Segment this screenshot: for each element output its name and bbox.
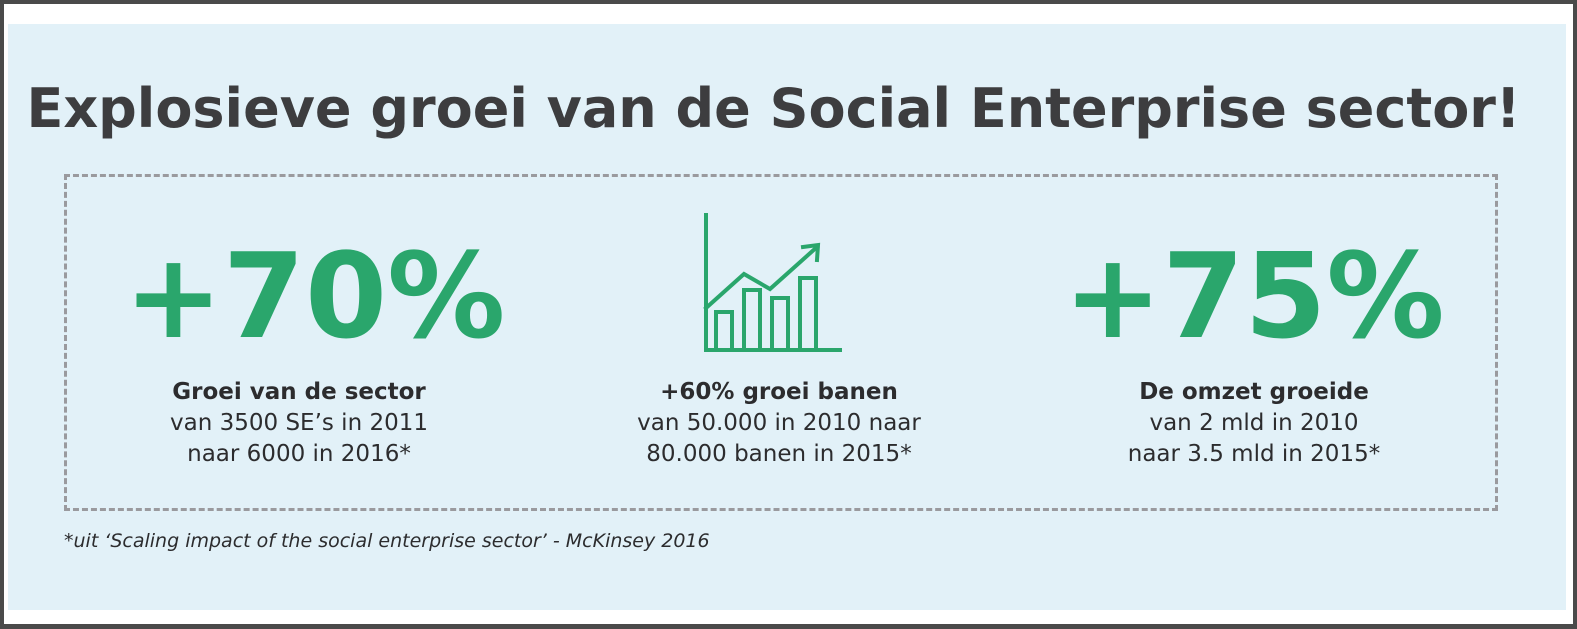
stat-heading: +60% groei banen — [660, 379, 898, 405]
stat-line: naar 3.5 mld in 2015* — [1127, 441, 1381, 467]
stat-line: naar 6000 in 2016* — [187, 441, 411, 467]
stat-description: Groei van de sector van 3500 SE’s in 201… — [124, 377, 474, 470]
stat-line: van 3500 SE’s in 2011 — [170, 410, 428, 436]
stats-box — [64, 174, 1498, 511]
growth-chart-icon — [703, 213, 842, 352]
stat-description: +60% groei banen van 50.000 in 2010 naar… — [584, 377, 974, 470]
stat-heading: Groei van de sector — [172, 379, 426, 405]
page-title: Explosieve groei van de Social Enterpris… — [26, 77, 1521, 140]
stat-description: De omzet groeide van 2 mld in 2010 naar … — [1054, 377, 1454, 470]
source-footnote: *uit ‘Scaling impact of the social enter… — [64, 530, 710, 552]
stat-heading: De omzet groeide — [1139, 379, 1369, 405]
stat-big-value: +75% — [1063, 227, 1445, 365]
stat-line: van 2 mld in 2010 — [1149, 410, 1359, 436]
stat-line: van 50.000 in 2010 naar — [637, 410, 921, 436]
stat-big-value: +70% — [124, 227, 506, 365]
stat-line: 80.000 banen in 2015* — [646, 441, 912, 467]
